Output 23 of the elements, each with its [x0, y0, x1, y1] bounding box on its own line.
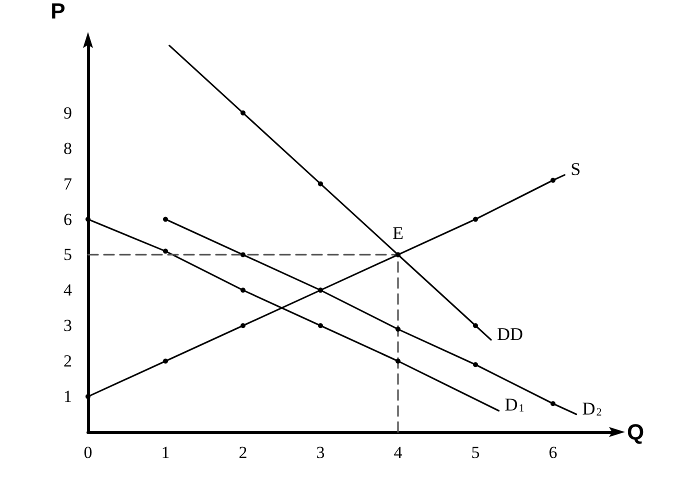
y-tick-label: 6 — [64, 210, 72, 229]
y-tick-label: 7 — [64, 174, 72, 194]
annotation: E — [392, 223, 404, 244]
y-tick-label: 8 — [64, 138, 72, 158]
x-tick-label: 0 — [84, 443, 92, 462]
y-tick-label: 5 — [64, 245, 72, 264]
y-tick-label: 4 — [64, 280, 72, 300]
y-tick-label: 9 — [64, 103, 72, 122]
x-tick-label: 4 — [394, 443, 403, 462]
x-axis-title: Q — [627, 420, 644, 444]
x-tick-label: 5 — [471, 443, 480, 462]
y-axis-title: P — [50, 0, 66, 24]
x-tick-label: 2 — [238, 443, 248, 462]
y-tick-label: 2 — [64, 352, 72, 371]
series-label: D1 — [504, 394, 524, 415]
series-label: DD — [497, 324, 523, 344]
x-tick-label: 3 — [316, 443, 325, 462]
y-tick-label: 1 — [64, 387, 72, 406]
series-label: S — [570, 158, 581, 179]
y-tick-label: 3 — [64, 316, 72, 336]
x-tick-label: 6 — [548, 443, 558, 462]
x-tick-label: 1 — [161, 443, 170, 462]
series-label: D2 — [582, 398, 602, 418]
